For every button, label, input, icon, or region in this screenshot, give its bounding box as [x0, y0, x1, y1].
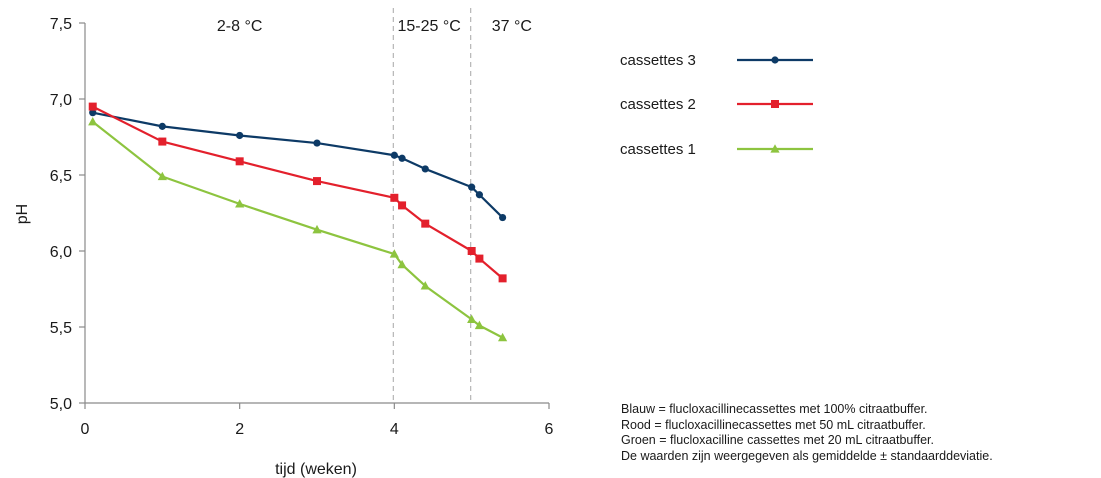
legend-marker [770, 144, 780, 153]
series-line-3 [92, 120, 504, 339]
data-point [467, 314, 477, 323]
legend-label: cassettes 2 [620, 96, 696, 113]
data-point [397, 259, 407, 269]
data-point [398, 154, 406, 162]
data-point [89, 109, 97, 117]
legend-label: cassettes 3 [620, 52, 696, 69]
y-tick-label: 7,0 [50, 92, 72, 109]
data-point [390, 151, 398, 159]
legend-marker [771, 100, 779, 108]
note-green: Groen = flucloxacilline cassettes met 20… [621, 433, 935, 447]
data-point [468, 183, 476, 191]
data-point [498, 332, 508, 342]
region-label: 2-8 °C [217, 18, 263, 35]
data-point [312, 224, 322, 234]
x-tick-label: 4 [390, 421, 399, 438]
data-point [389, 249, 399, 258]
data-point [421, 219, 430, 228]
data-point [235, 199, 245, 208]
note-sd: De waarden zijn weergegeven als gemiddel… [621, 448, 993, 463]
x-axis-title: tijd (weken) [275, 461, 357, 478]
data-point [158, 137, 167, 146]
y-tick-label: 5,5 [50, 320, 72, 337]
series-line-1 [92, 111, 504, 219]
data-point [390, 193, 399, 202]
data-point [88, 117, 98, 126]
chart-axes: 5,0 5,5 6,0 6,5 7,0 7,5 0 2 4 6 tijd (weken) pH [14, 16, 554, 478]
data-point [420, 281, 430, 290]
note-blue: Blauw = flucloxacillinecassettes met 100… [621, 402, 928, 416]
y-tick-label: 6,5 [50, 168, 72, 185]
legend: cassettes 3 cassettes 2 cassettes 1 [620, 52, 813, 158]
data-point [88, 102, 97, 111]
data-point [475, 254, 484, 263]
data-point [158, 122, 166, 130]
data-point [499, 213, 507, 222]
data-point [498, 274, 507, 283]
data-point [467, 247, 476, 255]
data-point [313, 177, 321, 186]
x-tick-label: 6 [545, 421, 554, 438]
data-point [157, 171, 167, 181]
data-point [421, 165, 429, 173]
data-point [398, 201, 407, 210]
legend-marker [771, 56, 779, 64]
legend-label: cassettes 1 [620, 141, 696, 158]
x-tick-label: 2 [235, 421, 244, 438]
region-label: 37 °C [492, 18, 532, 35]
y-tick-label: 5,0 [50, 396, 72, 413]
data-point [475, 191, 483, 199]
footnotes: Blauw = flucloxacillinecassettes met 100… [621, 402, 1099, 464]
series-line-2 [92, 105, 504, 280]
region-label: 15-25 °C [397, 18, 460, 35]
data-point [313, 139, 321, 147]
data-point [235, 157, 244, 166]
temperature-dividers: 2-8 °C 15-25 °C 37 °C [217, 8, 532, 403]
data-point [474, 320, 484, 330]
y-tick-label: 6,0 [50, 244, 72, 261]
y-axis-title: pH [14, 204, 31, 224]
data-point [236, 131, 244, 140]
y-tick-label: 7,5 [50, 16, 72, 33]
note-red: Rood = flucloxacillinecassettes met 50 m… [621, 417, 926, 432]
series-group [88, 102, 508, 342]
x-tick-label: 0 [81, 421, 90, 438]
